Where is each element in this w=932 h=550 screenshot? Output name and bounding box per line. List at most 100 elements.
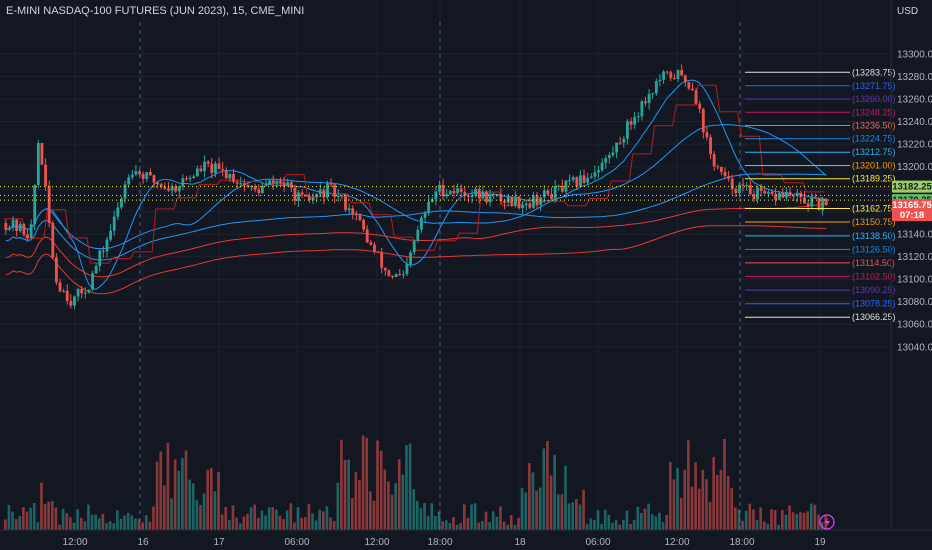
candle-body xyxy=(470,195,474,197)
time-tick-label: 06:00 xyxy=(585,537,610,548)
candle-body xyxy=(8,227,11,230)
candle-body xyxy=(738,184,741,194)
time-tick-label: 18:00 xyxy=(729,537,754,548)
candle-body xyxy=(824,198,828,206)
volume-bar xyxy=(416,500,419,530)
volume-bar xyxy=(170,498,173,530)
volume-bar xyxy=(318,509,322,530)
volume-bar xyxy=(531,472,535,530)
candle-body xyxy=(615,142,618,153)
volume-bar xyxy=(264,515,267,530)
candle-body xyxy=(741,184,745,186)
candle-body xyxy=(333,184,337,197)
candle-body xyxy=(112,216,116,231)
candle-body xyxy=(640,101,644,117)
volume-bar xyxy=(477,522,481,530)
volume-bar xyxy=(163,485,166,530)
candle-body xyxy=(199,168,203,172)
volume-bar xyxy=(802,512,806,530)
volume-bar xyxy=(629,524,632,530)
candle-body xyxy=(380,252,384,268)
volume-bar xyxy=(524,492,528,530)
price-tick-label: 13300.00 xyxy=(897,50,932,61)
candle-body xyxy=(373,244,376,252)
candle-body xyxy=(434,191,438,200)
candle-body xyxy=(387,270,391,276)
candle-body xyxy=(26,234,29,239)
volume-bar xyxy=(112,523,116,530)
candle-body xyxy=(759,187,763,191)
candle-body xyxy=(817,197,821,211)
volume-bar xyxy=(434,516,437,530)
candle-body xyxy=(662,71,665,80)
candle-body xyxy=(719,166,723,172)
candle-body xyxy=(604,158,608,163)
candle-body xyxy=(365,229,369,243)
candle-body xyxy=(398,274,402,276)
candle-body xyxy=(651,93,655,95)
volume-bar xyxy=(43,503,47,530)
volume-bar xyxy=(350,498,354,530)
candle-body xyxy=(65,290,69,302)
volume-bar xyxy=(578,504,582,530)
volume-bar xyxy=(72,522,76,530)
candle-body xyxy=(22,224,26,235)
volume-bar xyxy=(372,500,376,530)
candle-body xyxy=(575,177,579,187)
volume-bar xyxy=(542,448,546,530)
volume-bar xyxy=(354,471,358,530)
candle-body xyxy=(94,266,98,274)
candle-body xyxy=(322,189,326,198)
candle-body xyxy=(626,121,629,139)
ma-fast-line xyxy=(5,79,827,290)
candle-body xyxy=(141,173,145,179)
chart-title: E-MINI NASDAQ-100 FUTURES (JUN 2023), 15… xyxy=(6,5,304,17)
candle-body xyxy=(300,192,304,195)
volume-bar xyxy=(452,517,455,530)
countdown-label: 07:18 xyxy=(900,210,924,221)
candle-body xyxy=(730,178,734,190)
candle-body xyxy=(87,289,91,293)
volume-bar xyxy=(441,521,444,530)
volume-bar xyxy=(712,457,715,530)
lightning-icon[interactable] xyxy=(819,514,835,530)
candle-body xyxy=(459,188,463,192)
volume-bar xyxy=(376,440,379,530)
candle-body xyxy=(423,212,427,218)
volume-bar xyxy=(618,524,621,530)
volume-bar xyxy=(730,487,734,530)
volume-bar xyxy=(116,510,119,530)
candle-body xyxy=(344,196,347,211)
ma-long-line xyxy=(5,202,827,278)
volume-bar xyxy=(97,518,101,530)
volume-bar xyxy=(220,514,224,530)
volume-bar xyxy=(130,515,134,530)
candle-body xyxy=(354,214,358,216)
volume-bar xyxy=(379,450,383,530)
candle-body xyxy=(535,195,539,206)
candle-body xyxy=(781,192,785,198)
volume-bar xyxy=(108,521,112,530)
time-axis[interactable]: 12:00 16 17 06:00 12:00 18:00 18 06:00 12:00 18:0… xyxy=(62,537,826,548)
candle-body xyxy=(18,224,22,232)
volume-bar xyxy=(61,508,65,530)
candle-body xyxy=(203,161,206,172)
candle-body xyxy=(73,296,76,306)
volume-bar xyxy=(444,520,448,530)
volume-bar xyxy=(777,524,781,530)
volume-bar xyxy=(600,524,603,530)
candle-body xyxy=(560,185,564,192)
price-tick-label: 13220.00 xyxy=(897,140,932,151)
volume-bar xyxy=(278,515,282,530)
candle-body xyxy=(665,71,669,73)
candle-body xyxy=(116,207,120,217)
candle-body xyxy=(40,142,44,165)
volume-bar xyxy=(705,479,708,530)
volume-bar xyxy=(672,479,676,530)
volume-bar xyxy=(473,503,477,530)
candle-body xyxy=(340,195,344,197)
candle-body xyxy=(409,252,412,265)
candle-body xyxy=(123,184,127,199)
candle-body xyxy=(600,162,604,171)
